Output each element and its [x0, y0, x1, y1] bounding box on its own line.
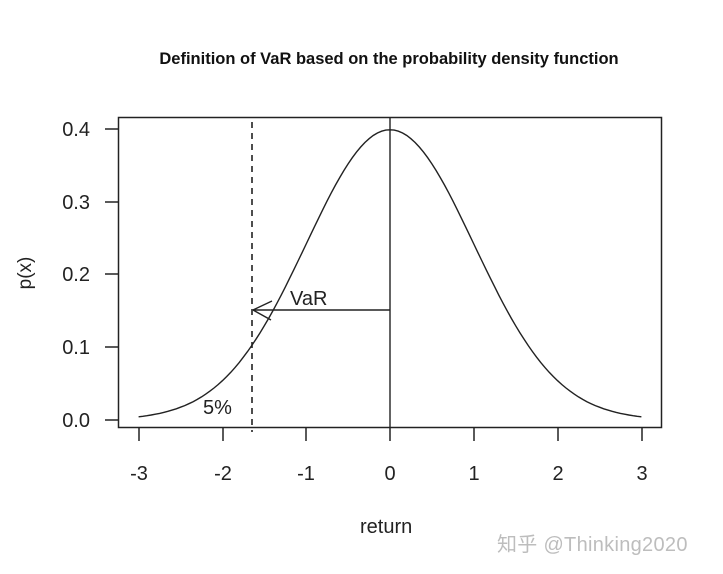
- x-tick-labels: -3 -2 -1 0 1 2 3: [130, 463, 647, 485]
- y-axis: [105, 128, 118, 421]
- x-axis: [138, 427, 643, 441]
- x-tick-label: -3: [130, 463, 148, 485]
- y-tick-label: 0.0: [62, 410, 90, 432]
- x-tick-label: -2: [214, 463, 232, 485]
- var-label: VaR: [290, 288, 327, 310]
- y-axis-label: p(x): [15, 256, 36, 290]
- x-tick-label: -1: [297, 463, 315, 485]
- y-tick-label: 0.3: [62, 192, 90, 214]
- x-tick-label: 3: [636, 463, 647, 485]
- x-tick-label: 2: [552, 463, 563, 485]
- y-tick-label: 0.4: [62, 119, 90, 141]
- var-arrow: [252, 300, 390, 321]
- y-tick-labels: 0.0 0.1 0.2 0.3 0.4: [62, 119, 90, 432]
- y-tick-label: 0.1: [62, 337, 90, 359]
- x-tick-label: 0: [384, 463, 395, 485]
- chart-title: Definition of VaR based on the probabili…: [159, 50, 619, 68]
- x-axis-label: return: [360, 516, 413, 538]
- y-tick-label: 0.2: [62, 264, 90, 286]
- x-tick-label: 1: [468, 463, 479, 485]
- watermark: 知乎 @Thinking2020: [497, 534, 688, 556]
- tail-percent-label: 5%: [203, 397, 232, 419]
